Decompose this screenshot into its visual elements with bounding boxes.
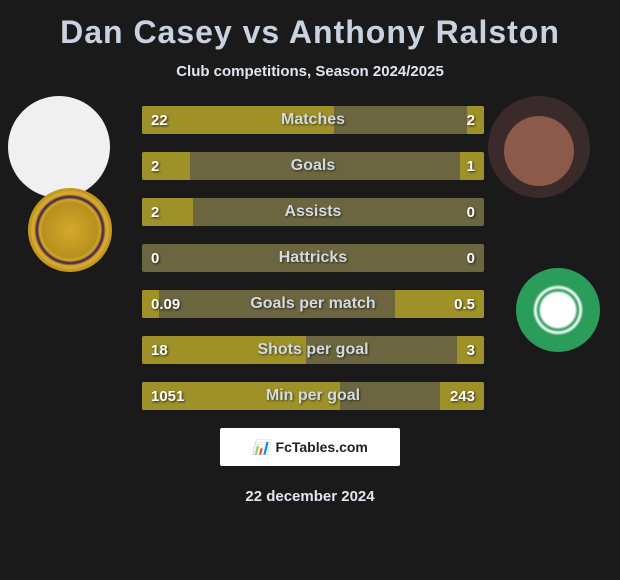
stats-bars: 222Matches 21Goals 20Assists 00Hattricks 0.0… — [136, 106, 484, 410]
footer-brand-text: FcTables.com — [276, 439, 368, 455]
stat-label: Goals — [142, 152, 484, 180]
player-left-avatar — [8, 96, 110, 198]
club-right-logo — [516, 268, 600, 352]
stat-row: 00Hattricks — [142, 244, 484, 272]
stat-label: Shots per goal — [142, 336, 484, 364]
player-right-avatar — [488, 96, 590, 198]
stat-row: 183Shots per goal — [142, 336, 484, 364]
stat-row: 0.090.5Goals per match — [142, 290, 484, 318]
chart-icon: 📊 — [252, 439, 269, 456]
subtitle: Club competitions, Season 2024/2025 — [0, 63, 620, 80]
date-text: 22 december 2024 — [0, 488, 620, 505]
club-left-logo — [28, 188, 112, 272]
page-title: Dan Casey vs Anthony Ralston — [0, 0, 620, 51]
stat-row: 20Assists — [142, 198, 484, 226]
stat-label: Matches — [142, 106, 484, 134]
stat-row: 222Matches — [142, 106, 484, 134]
stat-label: Assists — [142, 198, 484, 226]
stat-row: 21Goals — [142, 152, 484, 180]
stat-label: Goals per match — [142, 290, 484, 318]
footer-brand: 📊 FcTables.com — [220, 428, 400, 466]
comparison-content: 222Matches 21Goals 20Assists 00Hattricks 0.0… — [0, 106, 620, 410]
stat-label: Min per goal — [142, 382, 484, 410]
stat-row: 1051243Min per goal — [142, 382, 484, 410]
stat-label: Hattricks — [142, 244, 484, 272]
